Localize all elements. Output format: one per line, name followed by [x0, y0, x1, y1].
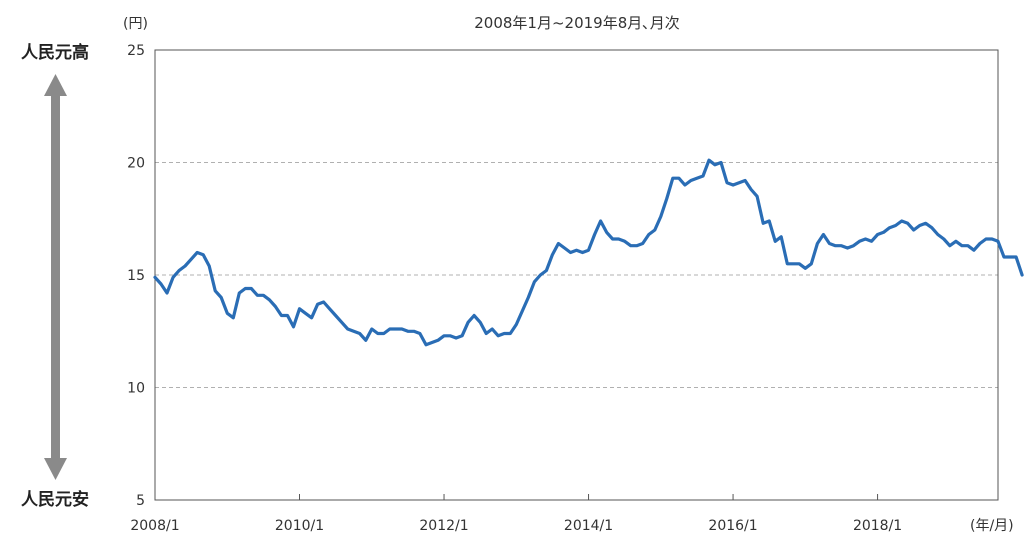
x-tick-label-2018-1: 2018/1 — [853, 518, 902, 534]
direction-arrow — [44, 74, 67, 480]
plot-frame — [154, 49, 999, 501]
series-line-0 — [153, 158, 1024, 347]
y-tick-label-5: 5 — [136, 493, 145, 509]
x-axis-unit-label: (年/月) — [970, 518, 1014, 534]
x-tick-label-2012-1: 2012/1 — [419, 518, 468, 534]
y-axis-unit-label: (円) — [123, 16, 148, 32]
x-tick-label-2008-1: 2008/1 — [130, 518, 179, 534]
y-tick-labels: 5 10 15 20 25 — [127, 43, 145, 509]
x-tick-label-2016-1: 2016/1 — [708, 518, 757, 534]
y-tick-label-15: 15 — [127, 268, 145, 284]
chart-title: 2008年1月~2019年8月､月次 — [474, 14, 680, 32]
y-tick-label-25: 25 — [127, 43, 145, 59]
arrow-up-head-icon — [44, 74, 67, 96]
gridlines — [155, 162, 998, 388]
side-label-bottom: 人民元安 — [21, 489, 89, 510]
x-tick-labels: 2008/1 2010/1 2012/1 2014/1 2016/1 2018/1 — [130, 518, 902, 534]
x-tick-label-2010-1: 2010/1 — [275, 518, 324, 534]
arrow-down-head-icon — [44, 458, 67, 480]
x-tick-label-2014-1: 2014/1 — [564, 518, 613, 534]
side-label-top: 人民元高 — [21, 42, 89, 63]
arrow-shaft — [51, 92, 60, 462]
axes — [154, 49, 999, 501]
series-layer — [153, 158, 1024, 347]
y-tick-label-20: 20 — [127, 156, 145, 172]
y-tick-label-10: 10 — [127, 381, 145, 397]
